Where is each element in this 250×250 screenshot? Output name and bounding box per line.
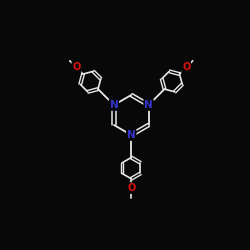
Text: N: N <box>144 100 153 110</box>
Text: N: N <box>127 130 136 140</box>
Text: N: N <box>110 100 118 110</box>
Text: O: O <box>127 183 136 193</box>
Text: O: O <box>182 62 190 72</box>
Text: O: O <box>72 62 80 72</box>
